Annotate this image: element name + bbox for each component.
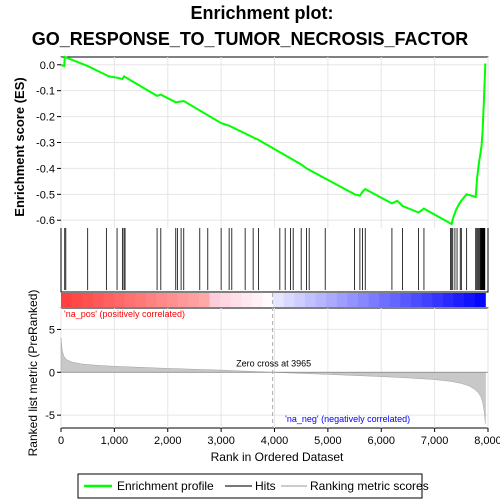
x-tick-label: 7,000 — [421, 435, 449, 447]
x-axis-title: Rank in Ordered Dataset — [211, 450, 344, 464]
metric-tick-label: 0 — [49, 367, 55, 379]
rank-gradient-segment — [474, 293, 486, 307]
rank-gradient-segment — [273, 293, 285, 307]
metric-tick-label: -5 — [45, 410, 55, 422]
rank-gradient-segment — [188, 293, 200, 307]
rank-gradient-segment — [103, 293, 115, 307]
chart-title-line2: GO_RESPONSE_TO_TUMOR_NECROSIS_FACTOR — [32, 29, 468, 49]
rank-gradient-segment — [379, 293, 391, 307]
ranking-metric-area — [60, 337, 486, 424]
rank-gradient-segment — [315, 293, 327, 307]
rank-gradient-segment — [389, 293, 401, 307]
x-axis-ticks: 0 1,000 2,000 3,000 4,000 5,000 6,000 7,000 8,00… — [58, 428, 500, 447]
es-tick-label: -0.4 — [36, 163, 55, 175]
rank-gradient-segment — [124, 293, 136, 307]
es-tick-label: -0.5 — [36, 189, 55, 201]
rank-gradient-segment — [368, 293, 380, 307]
legend-enrichment-label: Enrichment profile — [117, 479, 214, 493]
x-tick-label: 1,000 — [101, 435, 129, 447]
rank-gradient-segment — [283, 293, 295, 307]
rank-gradient-segment — [145, 293, 157, 307]
rank-gradient-segment — [135, 293, 147, 307]
rank-gradient-segment — [421, 293, 433, 307]
rank-gradient-segment — [92, 293, 104, 307]
enrichment-profile-line — [60, 55, 487, 226]
zero-cross-label: Zero cross at 3965 — [236, 358, 311, 368]
rank-gradient-segment — [209, 293, 221, 307]
rank-gradient-segment — [177, 293, 189, 307]
rank-gradient-segment — [400, 293, 412, 307]
rank-gradient-segment — [464, 293, 476, 307]
rank-gradient-segment — [167, 293, 179, 307]
rank-gradient-segment — [61, 293, 73, 307]
chart-title-line1: Enrichment plot: — [191, 3, 334, 23]
es-tick-label: -0.1 — [36, 86, 55, 98]
pos-correlated-label: 'na_pos' (positively correlated) — [64, 309, 185, 319]
rank-gradient-segment — [442, 293, 455, 307]
es-tick-label: -0.2 — [36, 112, 55, 124]
rank-gradient-segment — [114, 293, 126, 307]
rank-gradient-segment — [358, 293, 370, 307]
rank-gradient-segment — [347, 293, 359, 307]
rank-gradient-segment — [251, 293, 264, 307]
x-tick-label: 4,000 — [261, 435, 289, 447]
legend-metric-label: Ranking metric scores — [310, 479, 429, 493]
es-y-ticks: 0.0 -0.1 -0.2 -0.3 -0.4 -0.5 -0.6 — [36, 60, 61, 227]
es-axis-title: Enrichment score (ES) — [12, 77, 27, 216]
metric-tick-label: 5 — [49, 324, 55, 336]
x-tick-label: 6,000 — [367, 435, 395, 447]
rank-gradient-segment — [432, 293, 444, 307]
es-tick-label: 0.0 — [40, 60, 55, 72]
rank-gradient-segment — [326, 293, 338, 307]
x-tick-label: 3,000 — [207, 435, 235, 447]
metric-y-ticks: 5 0 -5 — [45, 324, 61, 422]
rank-gradient-segment — [82, 293, 94, 307]
legend-hits-label: Hits — [255, 479, 276, 493]
es-gridlines — [60, 57, 489, 228]
metric-axis-title: Ranked list metric (PreRanked) — [26, 290, 40, 457]
rank-gradient-segment — [156, 293, 168, 307]
legend-box — [77, 473, 423, 499]
rank-gradient-segment — [230, 293, 242, 307]
rank-gradient-segment — [71, 293, 83, 307]
rank-gradient-segment — [336, 293, 348, 307]
x-tick-label: 8,000 — [474, 435, 500, 447]
rank-gradient-segment — [411, 293, 423, 307]
x-tick-label: 2,000 — [154, 435, 182, 447]
es-tick-label: -0.3 — [36, 138, 55, 150]
rank-gradient-bar — [61, 293, 486, 307]
rank-gradient-segment — [198, 293, 211, 307]
hits — [64, 228, 486, 290]
x-tick-label: 5,000 — [314, 435, 342, 447]
neg-correlated-label: 'na_neg' (negatively correlated) — [285, 414, 410, 424]
rank-gradient-segment — [304, 293, 317, 307]
x-tick-label: 0 — [58, 435, 64, 447]
rank-gradient-segment — [294, 293, 306, 307]
rank-gradient-segment — [220, 293, 232, 307]
es-tick-label: -0.6 — [36, 215, 55, 227]
rank-gradient-segment — [241, 293, 253, 307]
rank-gradient-segment — [453, 293, 465, 307]
rank-gradient-segment — [262, 293, 274, 307]
